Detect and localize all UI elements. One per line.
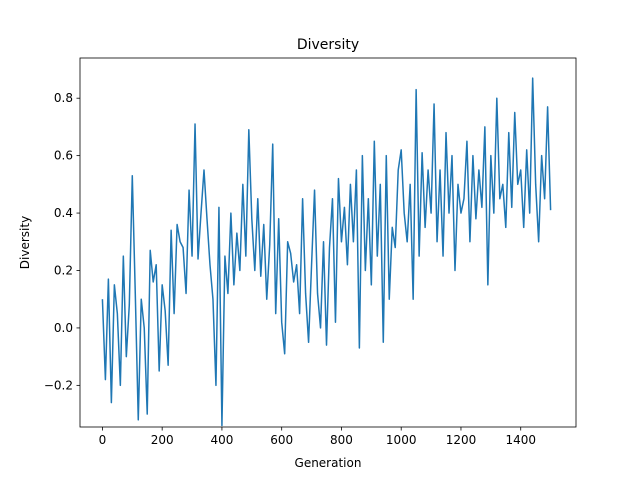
x-axis-label: Generation bbox=[295, 456, 362, 470]
y-axis-label: Diversity bbox=[18, 216, 32, 269]
axes-frame bbox=[79, 57, 577, 428]
y-tick-label: 0.0 bbox=[54, 321, 73, 335]
y-tick-label: 0.8 bbox=[54, 91, 73, 105]
y-tick-label: 0.2 bbox=[54, 263, 73, 277]
x-tick-label: 400 bbox=[210, 433, 233, 447]
y-tick-label: 0.6 bbox=[54, 149, 73, 163]
x-tick-label: 0 bbox=[99, 433, 107, 447]
x-tick-label: 800 bbox=[330, 433, 353, 447]
chart-title: Diversity bbox=[297, 37, 359, 53]
y-tick-label: 0.4 bbox=[54, 206, 73, 220]
x-tick-label: 600 bbox=[270, 433, 293, 447]
x-tick-label: 1400 bbox=[505, 433, 536, 447]
x-tick-label: 1200 bbox=[446, 433, 477, 447]
x-tick-label: 200 bbox=[151, 433, 174, 447]
y-tick-label: −0.2 bbox=[44, 378, 73, 392]
x-tick-label: 1000 bbox=[386, 433, 417, 447]
series-line-0 bbox=[101, 77, 552, 427]
ticks-layer: 0 200 400 600 800 1000 1200 1400 −0.2 0.0 0.2 0.4 0.… bbox=[44, 91, 536, 447]
series-layer bbox=[101, 77, 552, 427]
